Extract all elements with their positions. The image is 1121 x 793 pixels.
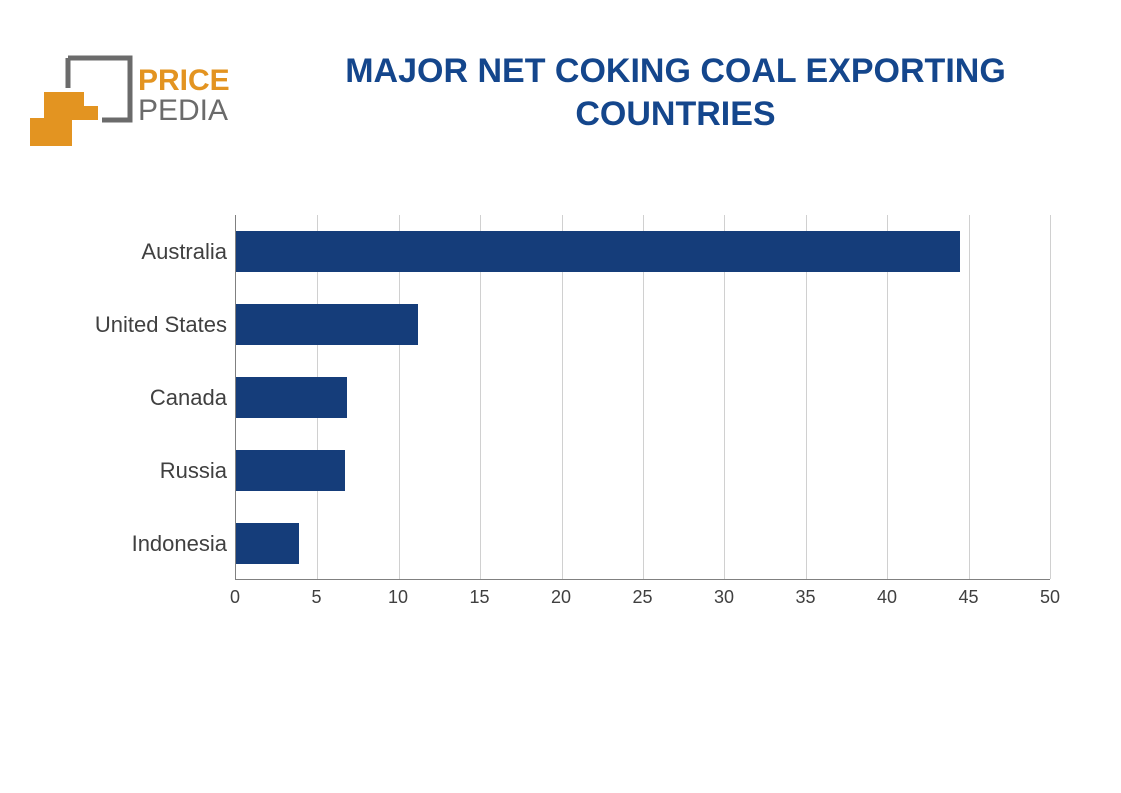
bar	[236, 377, 347, 417]
logo: PRICE PEDIA	[30, 50, 250, 150]
y-axis-label: Australia	[141, 239, 227, 265]
chart: Australia United States Canada Russia Indone…	[50, 215, 1050, 635]
y-axis-label: Russia	[160, 458, 227, 484]
x-axis-label: 25	[632, 587, 652, 608]
y-axis-labels: Australia United States Canada Russia Indone…	[50, 215, 235, 580]
y-axis-label: Canada	[150, 385, 227, 411]
x-axis-label: 5	[311, 587, 321, 608]
bar	[236, 450, 345, 490]
x-axis-label: 30	[714, 587, 734, 608]
bar	[236, 231, 960, 271]
x-axis-label: 15	[469, 587, 489, 608]
x-axis-label: 35	[795, 587, 815, 608]
gridline	[1050, 215, 1051, 579]
chart-title: MAJOR NET COKING COAL EXPORTING COUNTRIE…	[270, 50, 1081, 135]
x-axis-label: 20	[551, 587, 571, 608]
y-axis-label: Indonesia	[132, 531, 227, 557]
x-axis-label: 50	[1040, 587, 1060, 608]
chart-container: Australia United States Canada Russia Indone…	[50, 215, 1050, 635]
logo-text-pedia: PEDIA	[138, 94, 228, 127]
x-axis-label: 10	[388, 587, 408, 608]
header: PRICE PEDIA MAJOR NET COKING COAL EXPORT…	[0, 0, 1121, 150]
bar	[236, 304, 418, 344]
x-axis-label: 40	[877, 587, 897, 608]
x-axis-label: 0	[230, 587, 240, 608]
y-axis-label: United States	[95, 312, 227, 338]
plot-area	[235, 215, 1050, 580]
x-axis-label: 45	[958, 587, 978, 608]
logo-text-price: PRICE	[138, 64, 230, 97]
logo-svg: PRICE PEDIA	[30, 50, 250, 150]
gridline	[969, 215, 970, 579]
bar	[236, 523, 299, 563]
